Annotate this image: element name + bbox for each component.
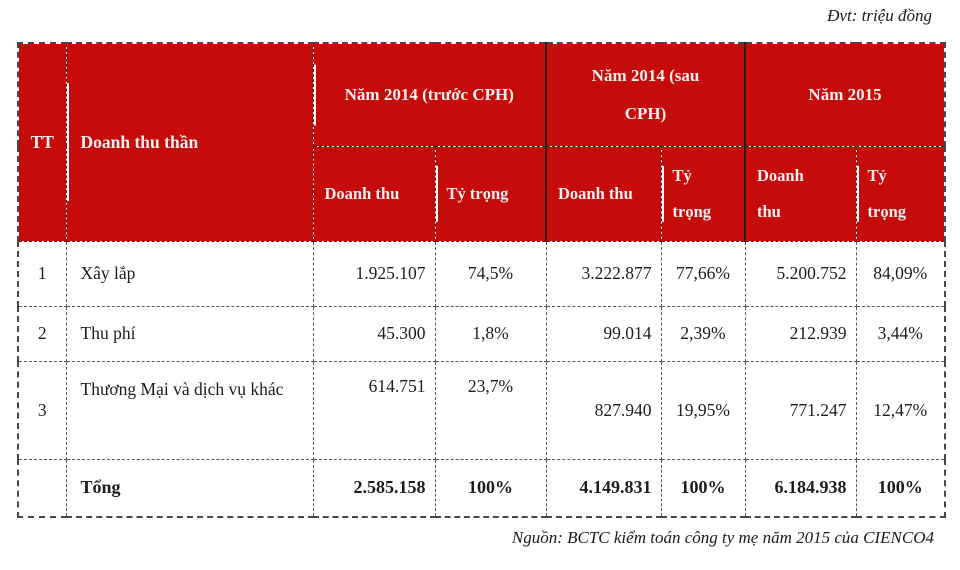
row1-doanh-thu-2015: 5.200.752 [744, 240, 857, 307]
header-row-groups: TT Doanh thu thần Năm 2014 (trước CPH) N… [17, 42, 946, 242]
row3-ty-trong-sau: 19,95% [660, 360, 746, 460]
table-row-thu-phi: 2 Thu phí 45.300 1,8% 99.014 2,39% 212.9… [17, 305, 946, 362]
row2-ty-trong-sau: 2,39% [660, 305, 746, 362]
header-group-2014-sau-cph-label: Năm 2014 (sau CPH) [591, 66, 700, 123]
subheader-ty-trong-3: Tỷ trọng [855, 145, 946, 242]
row3-doanh-thu-2015: 771.247 [744, 360, 857, 460]
total-ty-trong-2015: 100% [855, 458, 946, 518]
table-row-xay-lap: 1 Xây lắp 1.925.107 74,5% 3.222.877 77,6… [17, 240, 946, 307]
subheader-ty-trong-2: Tỷ trọng [660, 145, 746, 242]
row1-category: Xây lắp [65, 240, 314, 307]
row3-tt: 3 [17, 360, 67, 460]
revenue-table: TT Doanh thu thần Năm 2014 (trước CPH) N… [17, 42, 947, 518]
subheader-doanh-thu-3-label: Doanh thu [757, 166, 804, 221]
row3-ty-trong-2015: 12,47% [855, 360, 946, 460]
row3-category-text: Thương Mại và dịch vụ khác [80, 378, 284, 399]
row1-ty-trong-sau: 77,66% [660, 240, 746, 307]
row2-doanh-thu-truoc: 45.300 [312, 305, 436, 362]
table-row-thuong-mai: 3 Thương Mại và dịch vụ khác 614.751 23,… [17, 360, 946, 460]
row1-doanh-thu-sau: 3.222.877 [545, 240, 662, 307]
subheader-ty-trong-2-label: Tỷ trọng [672, 166, 712, 221]
row2-tt: 2 [17, 305, 67, 362]
total-ty-trong-sau: 100% [660, 458, 746, 518]
subheader-doanh-thu-1: Doanh thu [312, 145, 436, 242]
row3-ty-trong-truoc: 23,7% [434, 360, 547, 460]
subheader-ty-trong-3-label: Tỷ trọng [867, 166, 907, 221]
row1-doanh-thu-truoc: 1.925.107 [312, 240, 436, 307]
total-label: Tổng [65, 458, 314, 518]
subheader-doanh-thu-3: Doanh thu [744, 145, 857, 242]
total-ty-trong-truoc: 100% [434, 458, 547, 518]
total-doanh-thu-truoc: 2.585.158 [312, 458, 436, 518]
header-tt: TT [17, 42, 67, 242]
header-group-2014-sau-cph: Năm 2014 (sau CPH) [545, 42, 746, 147]
subheader-ty-trong-1: Tỷ trọng [434, 145, 547, 242]
row3-category: Thương Mại và dịch vụ khác [65, 360, 314, 460]
source-note: Nguồn: BCTC kiểm toán công ty mẹ năm 201… [511, 528, 934, 547]
unit-note: Đvt: triệu đồng [827, 6, 932, 25]
header-group-2014-truoc-cph: Năm 2014 (trước CPH) [312, 42, 547, 147]
row3-doanh-thu-truoc: 614.751 [312, 360, 436, 460]
row2-ty-trong-truoc: 1,8% [434, 305, 547, 362]
total-doanh-thu-2015: 6.184.938 [744, 458, 857, 518]
row2-ty-trong-2015: 3,44% [855, 305, 946, 362]
subheader-doanh-thu-2: Doanh thu [545, 145, 662, 242]
row2-doanh-thu-sau: 99.014 [545, 305, 662, 362]
header-group-2015: Năm 2015 [744, 42, 946, 147]
row1-ty-trong-truoc: 74,5% [434, 240, 547, 307]
total-tt [17, 458, 67, 518]
row2-doanh-thu-2015: 212.939 [744, 305, 857, 362]
row1-ty-trong-2015: 84,09% [855, 240, 946, 307]
header-row-sub: Doanh thu Tỷ trọng Doanh thu Tỷ trọng Do… [18, 145, 946, 242]
row3-doanh-thu-sau: 827.940 [545, 360, 662, 460]
total-doanh-thu-sau: 4.149.831 [545, 458, 662, 518]
table-row-total: Tổng 2.585.158 100% 4.149.831 100% 6.184… [17, 458, 946, 518]
row1-tt: 1 [17, 240, 67, 307]
row2-category: Thu phí [65, 305, 314, 362]
header-category: Doanh thu thần [65, 42, 314, 242]
